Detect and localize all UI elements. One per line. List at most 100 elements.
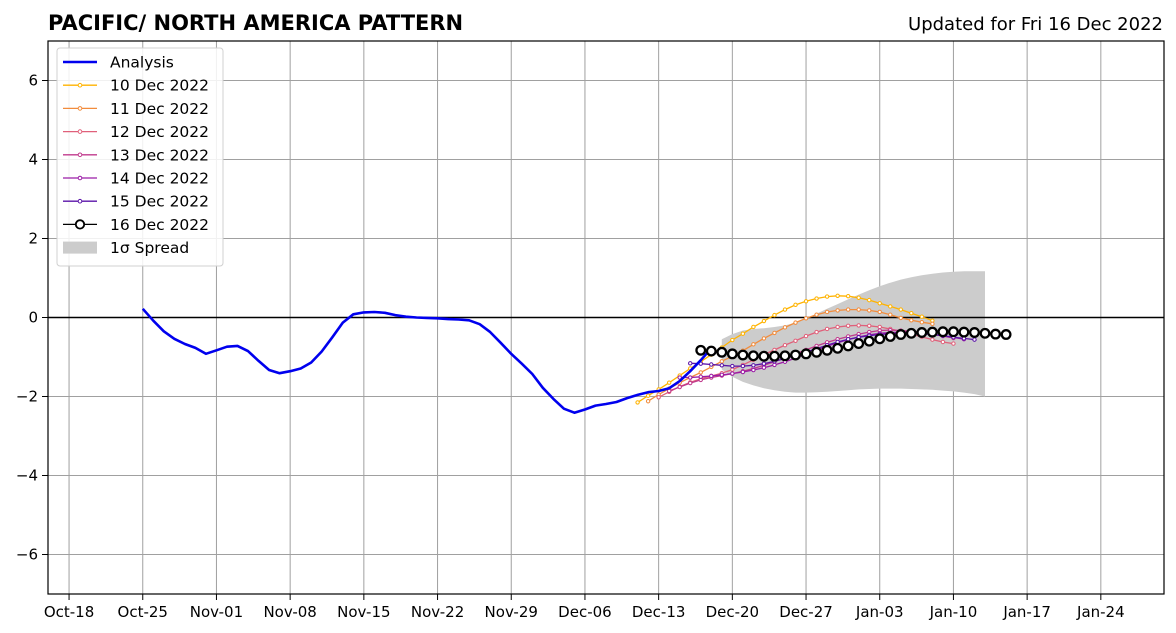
- legend-label: 12 Dec 2022: [110, 123, 209, 141]
- series-point: [761, 365, 767, 370]
- legend-marker: [77, 106, 83, 111]
- series-point: [856, 307, 861, 312]
- series-point: [719, 372, 725, 377]
- series-point: [758, 350, 770, 362]
- series-point: [635, 400, 640, 405]
- series-point: [645, 393, 651, 398]
- x-tick-label: Dec-13: [632, 603, 686, 621]
- series-16-dec-2022: [695, 326, 1012, 362]
- series-point: [698, 370, 703, 375]
- legend-marker: [77, 82, 83, 88]
- series-point: [845, 323, 851, 328]
- series-point: [888, 304, 893, 309]
- series-point: [845, 293, 851, 299]
- legend-item: 10 Dec 2022: [63, 77, 209, 95]
- y-tick-label: −4: [16, 467, 38, 485]
- series-point: [909, 318, 914, 323]
- series-point: [811, 346, 823, 358]
- series-point: [863, 335, 875, 347]
- series-point: [769, 350, 780, 362]
- legend-item: 13 Dec 2022: [63, 146, 209, 164]
- legend-label: 10 Dec 2022: [110, 77, 209, 95]
- series-point: [898, 307, 903, 312]
- series-point: [803, 299, 809, 304]
- legend-marker: [77, 198, 83, 204]
- series-point: [716, 346, 728, 358]
- series-point: [730, 363, 735, 369]
- legend-item: 11 Dec 2022: [63, 100, 209, 118]
- legend-label: 11 Dec 2022: [110, 100, 209, 118]
- series-point: [698, 374, 703, 379]
- y-tick-label: −6: [16, 546, 38, 564]
- plot-area: [48, 41, 1164, 594]
- legend-item: 16 Dec 2022: [63, 216, 209, 234]
- series-point: [845, 337, 851, 342]
- legend-item: Analysis: [63, 54, 174, 72]
- series-point: [677, 375, 682, 380]
- x-tick-label: Nov-22: [411, 603, 464, 621]
- legend-label: 14 Dec 2022: [110, 170, 209, 188]
- series-point: [867, 323, 872, 328]
- x-tick-label: Oct-25: [118, 603, 168, 621]
- series-point: [919, 314, 925, 319]
- series-point: [835, 293, 840, 298]
- series-point: [761, 361, 767, 366]
- series-point: [832, 342, 844, 354]
- series-point: [909, 310, 914, 316]
- series-point: [814, 329, 819, 335]
- series-point: [747, 350, 759, 362]
- y-tick-label: 4: [28, 151, 38, 169]
- series-point: [782, 342, 788, 348]
- series-point: [814, 296, 819, 301]
- series-point: [726, 348, 738, 360]
- series-point: [895, 329, 907, 340]
- series-point: [695, 344, 707, 356]
- legend-swatch: [63, 241, 97, 254]
- series-point: [824, 294, 830, 299]
- legend-box: [56, 47, 224, 267]
- series-point: [677, 384, 682, 390]
- legend-marker: [74, 219, 86, 230]
- series-point: [751, 367, 756, 373]
- x-tick-label: Dec-27: [779, 603, 833, 621]
- series-point: [824, 309, 830, 315]
- series-point: [937, 326, 949, 338]
- series-point: [803, 316, 809, 321]
- x-tick-label: Nov-15: [337, 603, 390, 621]
- series-point: [926, 326, 938, 338]
- series-point: [793, 320, 798, 325]
- chart-subtitle: Updated for Fri 16 Dec 2022: [908, 14, 1163, 35]
- x-tick-label: Nov-29: [485, 603, 538, 621]
- series-point: [688, 361, 693, 366]
- legend-marker: [77, 129, 83, 134]
- series-point: [884, 331, 896, 342]
- series-point: [800, 348, 812, 360]
- series-point: [740, 331, 746, 336]
- series-point: [772, 362, 777, 368]
- legend: Analysis 10 Dec 2022 11 Dec 2022 12 Dec 202…: [56, 47, 224, 267]
- x-tick-label: Nov-01: [190, 603, 243, 621]
- series-point: [793, 302, 798, 308]
- series-point: [751, 324, 756, 330]
- series-point: [740, 363, 746, 369]
- series-point: [979, 327, 991, 339]
- y-tick-label: −2: [16, 388, 38, 406]
- series-point: [856, 295, 861, 300]
- series-point: [666, 380, 672, 385]
- series-line: [647, 308, 933, 402]
- series-point: [821, 344, 833, 356]
- series-point: [740, 369, 746, 375]
- series-point: [905, 327, 917, 339]
- legend-label: 16 Dec 2022: [110, 216, 209, 234]
- legend-item: 12 Dec 2022: [63, 123, 209, 141]
- series-point: [814, 312, 819, 317]
- series-point: [853, 338, 865, 350]
- y-tick-label: 2: [28, 230, 38, 248]
- legend-label: 1σ Spread: [110, 239, 189, 257]
- series-point: [782, 307, 788, 312]
- series-point: [940, 339, 946, 345]
- series-point: [856, 323, 861, 328]
- series-point: [947, 326, 959, 338]
